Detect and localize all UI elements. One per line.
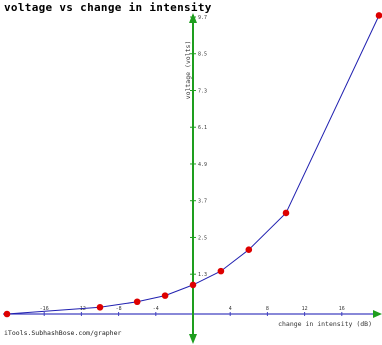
credit-text: iTools.SubhashBose.com/grapher <box>4 329 122 337</box>
chart-title: voltage vs change in intensity <box>4 1 212 14</box>
data-point <box>161 292 169 299</box>
ticks: 1.32.53.74.96.17.38.59.7-16 -12 -8 -4 4 8 12 16 <box>40 15 345 316</box>
x-tick-label: -16 <box>40 306 49 312</box>
y-tick-label: 7.3 <box>198 88 207 94</box>
data-point <box>189 281 197 289</box>
y-tick-label: 3.7 <box>198 199 207 205</box>
data-point <box>245 246 253 254</box>
axes <box>3 13 382 344</box>
y-tick-label: 1.3 <box>198 272 207 278</box>
y-axis-arrow-up <box>189 13 197 23</box>
data-point <box>96 303 104 311</box>
data-point <box>133 298 141 306</box>
x-axis-arrow <box>373 310 382 318</box>
y-tick-label: 2.5 <box>198 235 207 241</box>
data-point <box>282 209 290 217</box>
y-tick-label: 6.1 <box>198 125 207 131</box>
x-tick-label: 8 <box>266 306 269 312</box>
x-tick-label: 16 <box>339 306 345 312</box>
data-point <box>375 12 382 19</box>
y-axis-arrow-down <box>189 334 197 344</box>
x-tick-label: 12 <box>302 306 308 312</box>
y-tick-label: 8.5 <box>198 52 207 58</box>
y-tick-label: 9.7 <box>198 15 207 21</box>
x-tick-label: 4 <box>229 306 232 312</box>
data-point <box>3 310 11 318</box>
x-axis-label: change in intensity (dB) <box>278 320 372 328</box>
y-tick-label: 4.9 <box>198 162 207 168</box>
y-axis-label: voltage (volts) <box>184 41 192 100</box>
series <box>3 12 382 318</box>
x-tick-label: -4 <box>153 306 159 312</box>
data-point <box>217 267 225 275</box>
x-tick-label: -8 <box>116 306 122 312</box>
